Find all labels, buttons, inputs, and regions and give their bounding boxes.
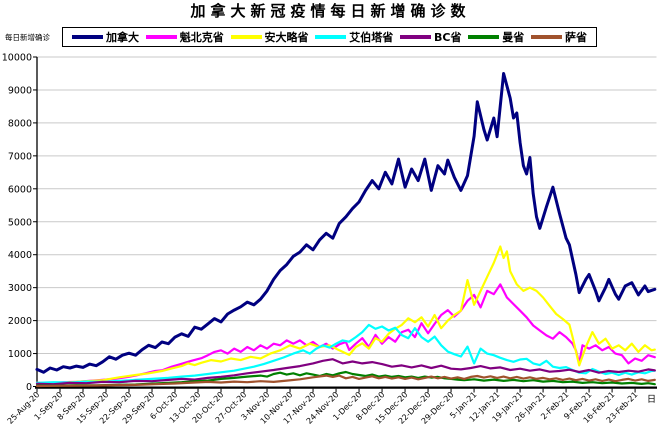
series-line-萨省 bbox=[35, 374, 656, 388]
y-tick-label: 1000 bbox=[8, 349, 32, 360]
y-tick-label: 10000 bbox=[2, 53, 32, 64]
legend-item: 曼省 bbox=[468, 32, 524, 43]
legend-label: 安大略省 bbox=[264, 30, 309, 44]
y-tick-label: 6000 bbox=[8, 184, 32, 195]
chart-title: 加拿大新冠疫情每日新增确诊数 bbox=[190, 2, 471, 20]
series-line-加拿大 bbox=[35, 72, 657, 374]
legend-line-swatch bbox=[72, 35, 103, 39]
legend-item: 萨省 bbox=[530, 30, 587, 44]
legend: 加拿大 魁北克省 安大略省 艾伯塔省 BC省 曼省 萨省 bbox=[62, 27, 597, 47]
series-line-安大略省 bbox=[35, 245, 656, 385]
y-tick-label: 5000 bbox=[8, 217, 32, 228]
legend-item: 加拿大 bbox=[72, 32, 139, 43]
x-axis-title: 日 bbox=[647, 394, 656, 405]
legend-label: BC省 bbox=[434, 30, 462, 44]
legend-label: 魁北克省 bbox=[179, 30, 224, 44]
y-tick-label: 7000 bbox=[8, 151, 32, 162]
series-line-BC省 bbox=[35, 358, 656, 386]
legend-line-swatch bbox=[400, 35, 431, 39]
legend-line-swatch bbox=[530, 35, 562, 39]
legend-line-swatch bbox=[145, 35, 177, 39]
y-tick-label: 0 bbox=[26, 382, 32, 393]
legend-item: 魁北克省 bbox=[145, 30, 224, 44]
legend-line-swatch bbox=[468, 35, 500, 39]
legend-line-swatch bbox=[230, 35, 262, 39]
y-tick-label: 8000 bbox=[8, 118, 32, 129]
y-tick-label: 4000 bbox=[8, 250, 32, 261]
y-tick-label: 3000 bbox=[8, 283, 32, 294]
series-line-魁北克省 bbox=[35, 283, 656, 385]
legend-item: 艾伯塔省 bbox=[315, 32, 393, 43]
y-axis-title: 每日新增确诊 bbox=[5, 33, 50, 42]
y-tick-label: 2000 bbox=[8, 316, 32, 327]
legend-label: 萨省 bbox=[564, 30, 587, 44]
y-tick-label: 9000 bbox=[8, 85, 32, 96]
legend-label: 曼省 bbox=[502, 30, 525, 44]
legend-label: 加拿大 bbox=[106, 30, 139, 44]
legend-item: 安大略省 bbox=[230, 30, 309, 44]
legend-item: BC省 bbox=[400, 32, 461, 43]
series-line-曼省 bbox=[35, 370, 656, 387]
legend-label: 艾伯塔省 bbox=[349, 30, 394, 44]
legend-line-swatch bbox=[315, 35, 347, 39]
